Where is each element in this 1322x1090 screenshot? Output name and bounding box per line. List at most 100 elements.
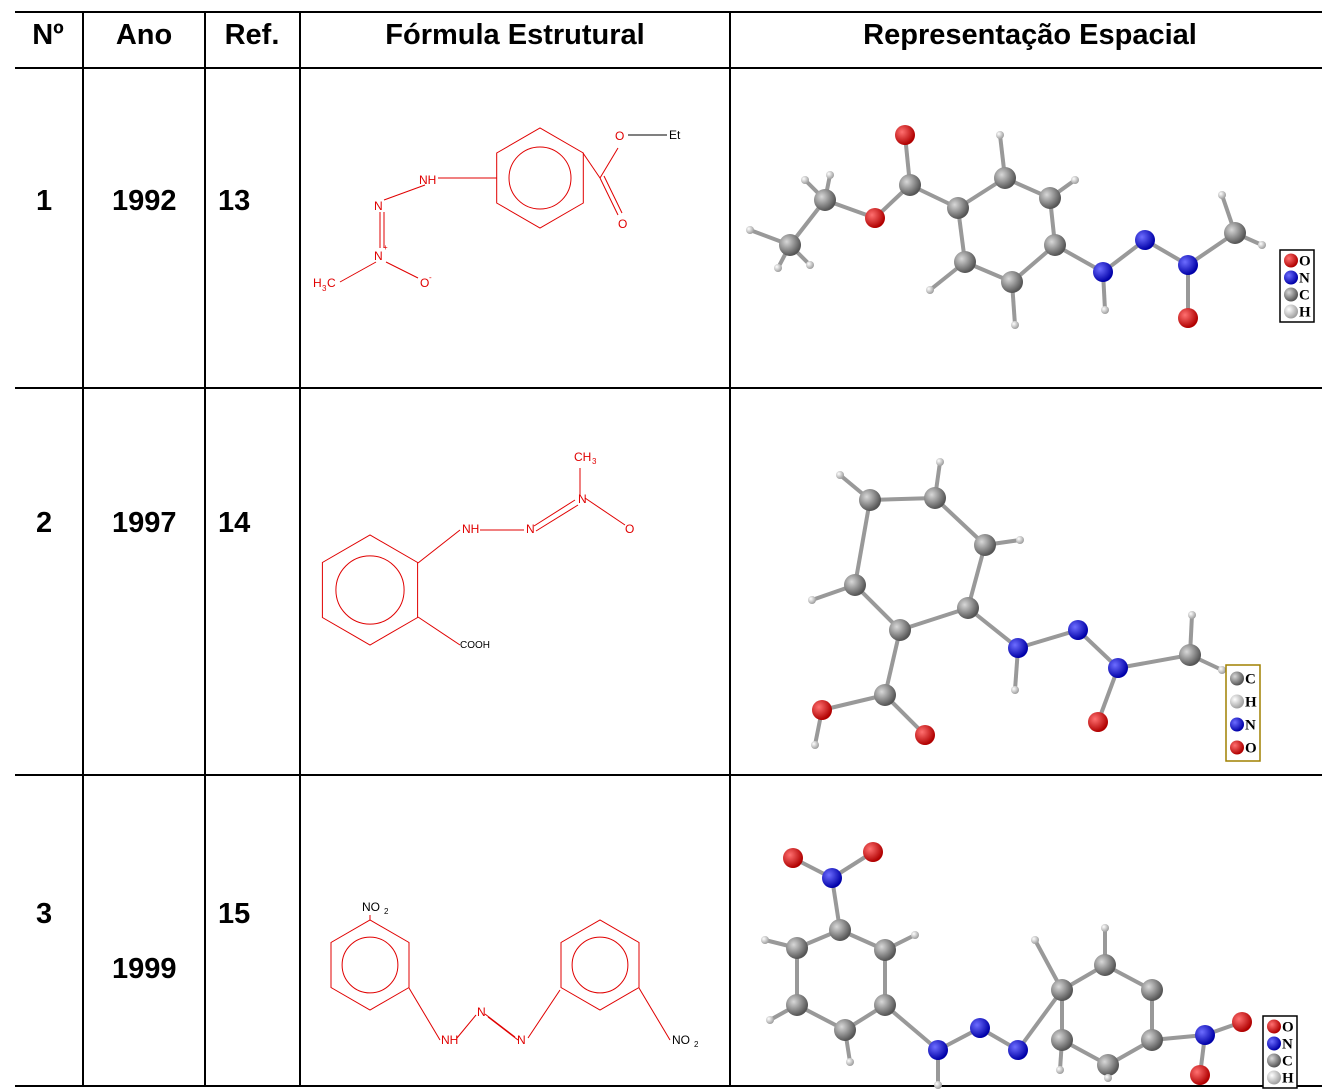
formula-bond — [639, 988, 670, 1040]
legend-swatch — [1230, 672, 1244, 686]
atom — [859, 489, 881, 511]
legend-swatch — [1284, 254, 1298, 268]
legend-label: H — [1299, 305, 1311, 321]
formula-label: NH — [419, 173, 436, 187]
formula-bond — [583, 153, 600, 178]
atom — [1051, 979, 1073, 1001]
atom — [786, 994, 808, 1016]
legend-swatch — [1267, 1054, 1281, 1068]
atom — [814, 189, 836, 211]
atom — [836, 471, 844, 479]
number-cell: 2 — [36, 507, 52, 539]
atom — [924, 487, 946, 509]
atom — [1071, 176, 1079, 184]
atom — [1008, 638, 1028, 658]
atom — [1008, 1040, 1028, 1060]
formula-bond — [534, 500, 575, 526]
atom — [1188, 611, 1196, 619]
ref-cell: 15 — [218, 898, 250, 930]
aromatic-circle — [509, 147, 571, 209]
atom — [994, 167, 1016, 189]
atom — [1104, 1074, 1112, 1082]
aromatic-circle — [336, 556, 404, 624]
atom — [826, 171, 834, 179]
atom — [915, 725, 935, 745]
formula-label: - — [429, 273, 432, 282]
formula-bond — [384, 185, 425, 200]
benzene-ring — [322, 535, 417, 645]
formula-bond — [600, 148, 618, 178]
formula-label: N — [477, 1005, 486, 1019]
atom — [865, 208, 885, 228]
formula-label: C — [327, 276, 336, 290]
formula-bond — [457, 1015, 476, 1038]
atom — [844, 574, 866, 596]
legend-swatch — [1267, 1037, 1281, 1051]
formula-label: NH — [441, 1033, 458, 1047]
atom — [970, 1018, 990, 1038]
atom — [863, 842, 883, 862]
atom — [1093, 262, 1113, 282]
atom — [1056, 1066, 1064, 1074]
legend-swatch — [1284, 271, 1298, 285]
atom — [1108, 658, 1128, 678]
legend-swatch — [1230, 718, 1244, 732]
atom — [928, 1040, 948, 1060]
atom — [1097, 1054, 1119, 1076]
atom — [1224, 222, 1246, 244]
formula-label: NH — [462, 522, 479, 536]
atom — [954, 251, 976, 273]
atom — [874, 939, 896, 961]
formula-label: 2 — [694, 1040, 699, 1049]
atom — [1068, 620, 1088, 640]
atom — [1011, 686, 1019, 694]
ref-cell: 13 — [218, 185, 250, 217]
formula-label: N — [374, 199, 383, 213]
formula-bond — [600, 178, 618, 215]
atom — [1218, 191, 1226, 199]
atom — [1178, 308, 1198, 328]
bond-3d — [855, 500, 870, 585]
benzene-ring — [331, 920, 409, 1010]
legend-label: N — [1282, 1037, 1293, 1053]
legend-swatch — [1230, 741, 1244, 755]
ref-cell: 14 — [218, 507, 250, 539]
legend-swatch — [1284, 305, 1298, 319]
header-cell: Ano — [116, 19, 172, 51]
atom — [1051, 1029, 1073, 1051]
atom — [996, 131, 1004, 139]
legend-label: O — [1245, 741, 1257, 757]
atom — [974, 534, 996, 556]
atom — [947, 197, 969, 219]
atom — [1232, 1012, 1252, 1032]
atom — [746, 226, 754, 234]
atom — [1190, 1065, 1210, 1085]
number-cell: 1 — [36, 185, 52, 217]
atom — [783, 848, 803, 868]
formula-label: O — [420, 276, 429, 290]
formula-label: 3 — [592, 457, 597, 466]
atom — [766, 1016, 774, 1024]
atom — [812, 700, 832, 720]
formula-bond — [418, 530, 460, 563]
legend-label: N — [1245, 718, 1256, 734]
formula-label: CH — [574, 450, 591, 464]
atom — [774, 264, 782, 272]
legend-label: C — [1299, 288, 1310, 304]
atom — [1011, 321, 1019, 329]
formula-label: NO — [362, 900, 380, 914]
year-cell: 1992 — [112, 185, 177, 217]
atom — [957, 597, 979, 619]
atom — [806, 261, 814, 269]
atom — [926, 286, 934, 294]
number-cell: 3 — [36, 898, 52, 930]
atom — [1178, 255, 1198, 275]
table-page: Nº Ano Ref. Fórmula Estrutural Represent… — [0, 0, 1322, 1090]
atom — [834, 1019, 856, 1041]
atom — [1039, 187, 1061, 209]
formula-label: N — [374, 249, 383, 263]
atom — [761, 936, 769, 944]
year-cell: 1999 — [112, 953, 177, 985]
atom — [911, 931, 919, 939]
formula-bond — [585, 498, 625, 525]
